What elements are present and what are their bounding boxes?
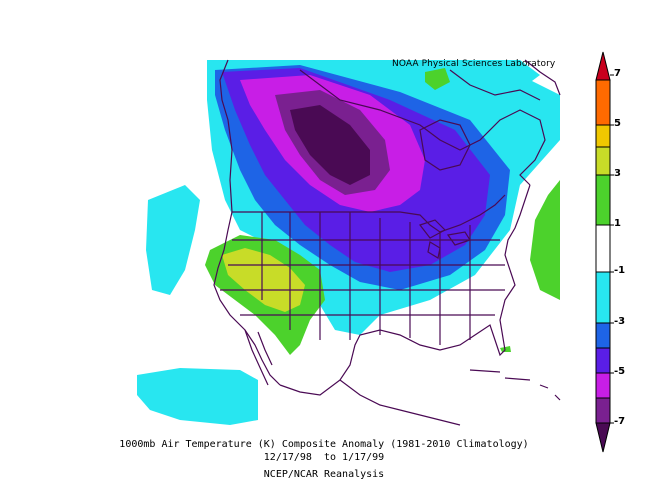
caption-source: NCEP/NCAR Reanalysis bbox=[263, 469, 385, 480]
colorbar-tick: -3 bbox=[614, 316, 626, 327]
green-patch-florida bbox=[500, 346, 511, 352]
caption-title: 1000mb Air Temperature (K) Composite Ano… bbox=[119, 439, 529, 450]
colorbar-tick: 5 bbox=[614, 118, 621, 129]
cyan-region-northeast bbox=[460, 60, 540, 90]
boundaries bbox=[213, 59, 561, 426]
colorbar-bin-lightgreen bbox=[595, 146, 611, 176]
deep-purple-core bbox=[290, 105, 370, 185]
cyan-patch-southwest bbox=[137, 368, 258, 425]
colorbar-tick: 3 bbox=[614, 168, 621, 179]
colorbar-bin-green bbox=[595, 174, 611, 226]
colorbar bbox=[595, 51, 614, 453]
colorbar-bin-indigo bbox=[595, 347, 611, 374]
caption-dates: 12/17/98 to 1/17/99 bbox=[263, 452, 385, 463]
yellowgreen-region-southwest bbox=[222, 248, 305, 312]
green-patch-top bbox=[425, 68, 450, 90]
colorbar-bin-yellow bbox=[595, 124, 611, 148]
colorbar-bin-purple bbox=[595, 397, 611, 424]
colorbar-tick: 1 bbox=[614, 218, 621, 229]
colorbar-tick: -5 bbox=[614, 366, 626, 377]
anomaly-shading bbox=[137, 60, 560, 425]
colorbar-bin-cyan bbox=[595, 271, 611, 324]
green-patch-atlantic bbox=[530, 180, 560, 300]
colorbar-tick: 7 bbox=[614, 68, 621, 79]
colorbar-bin-blue bbox=[595, 322, 611, 349]
colorbar-bottom-cap bbox=[595, 422, 611, 453]
colorbar-bin-magenta bbox=[595, 372, 611, 399]
colorbar-bin-white bbox=[595, 224, 611, 273]
colorbar-tick: -1 bbox=[614, 265, 626, 276]
colorbar-bin-orange bbox=[595, 79, 611, 126]
credit-label: NOAA Physical Sciences Laboratory bbox=[392, 59, 556, 69]
colorbar-tick: -7 bbox=[614, 416, 626, 427]
colorbar-top-cap bbox=[595, 51, 611, 81]
cyan-patch-pacific bbox=[146, 185, 200, 295]
